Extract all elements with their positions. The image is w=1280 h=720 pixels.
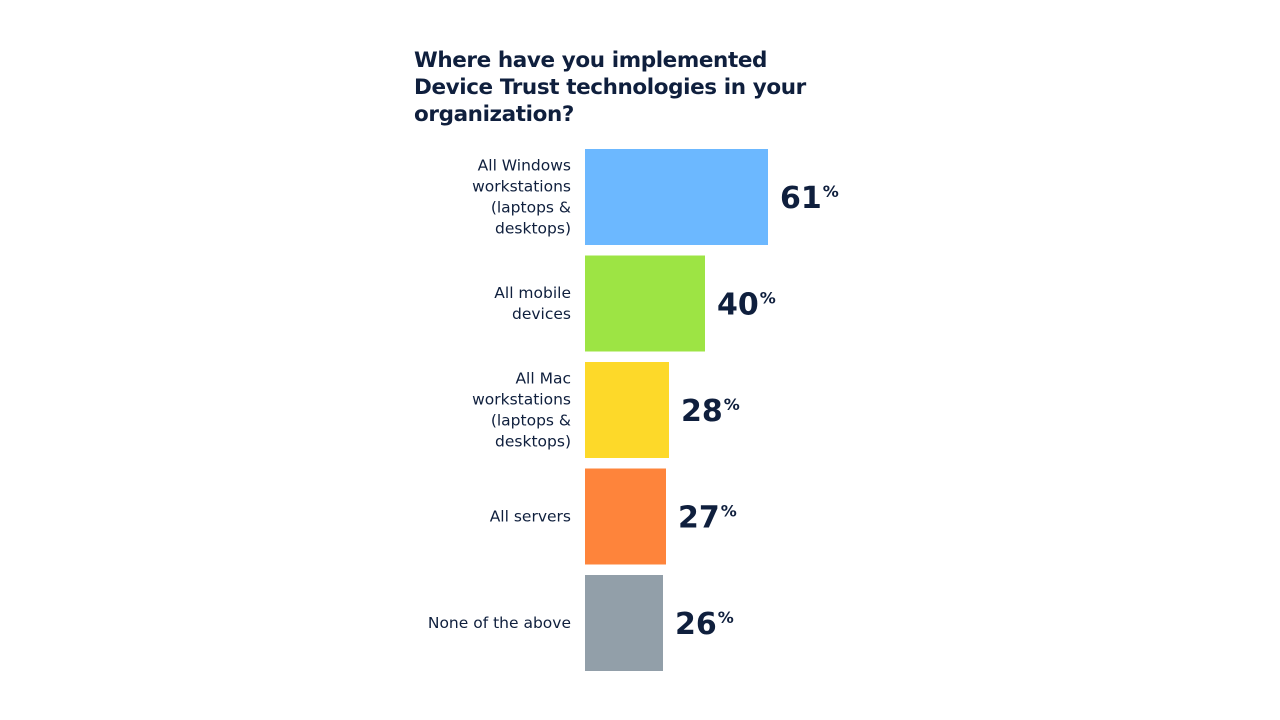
bar-3	[585, 468, 666, 565]
category-label-4: None of the above	[428, 614, 571, 632]
category-label-2: All Mac workstations (laptops & desktops)	[472, 370, 571, 451]
value-label-0: 61%	[780, 181, 839, 216]
category-label-1: All mobile devices	[494, 284, 571, 323]
bar-2	[585, 362, 669, 458]
value-label-3: 27%	[678, 501, 737, 536]
chart-title: Where have you implemented Device Trust …	[414, 48, 806, 127]
bar-4	[585, 575, 663, 671]
value-label-2: 28%	[681, 394, 740, 429]
value-label-1: 40%	[717, 288, 776, 323]
category-label-3: All servers	[490, 508, 571, 526]
bar-1	[585, 255, 705, 352]
category-label-0: All Windows workstations (laptops & desktop…	[472, 157, 571, 238]
bar-0	[585, 149, 768, 245]
value-label-4: 26%	[675, 607, 734, 642]
